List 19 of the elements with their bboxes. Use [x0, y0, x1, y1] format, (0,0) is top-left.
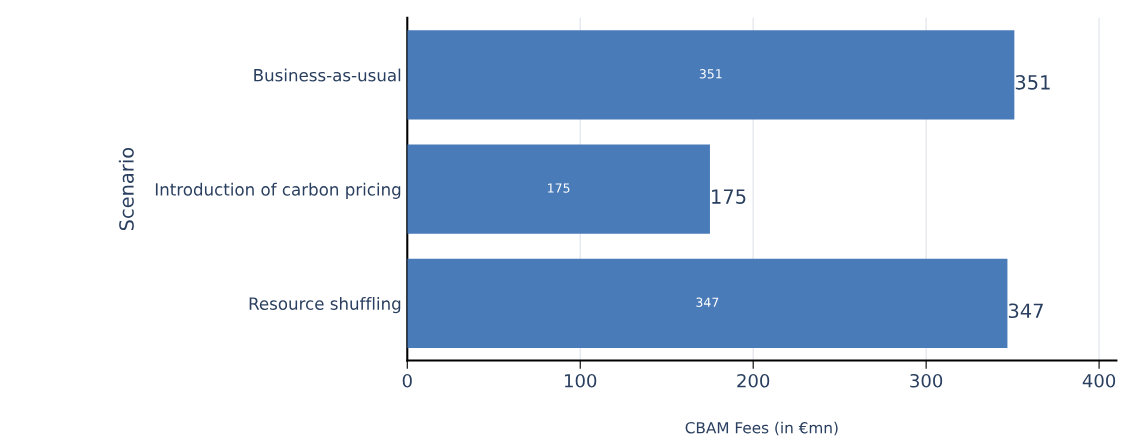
y-tick-label: Business-as-usual	[254, 68, 401, 82]
x-tick-label: 400	[1082, 373, 1116, 388]
bar	[407, 144, 710, 234]
x-tick-label: 200	[737, 373, 770, 388]
x-axis-title: CBAM Fees (in €mn)	[685, 421, 838, 436]
annotation: 347	[1008, 303, 1043, 319]
bar	[407, 258, 1008, 348]
x-tick-label: 300	[910, 373, 943, 388]
data-label: 351	[699, 69, 722, 79]
annotation: 351	[1015, 74, 1050, 90]
y-tick-label: Resource shuffling	[249, 297, 401, 314]
data-label: 175	[548, 183, 570, 193]
x-tick-label: 100	[564, 373, 597, 388]
y-tick-label: Introduction of carbon pricing	[155, 182, 401, 199]
annotation: 175	[712, 189, 746, 204]
y-axis-title: Scenario	[118, 147, 134, 231]
x-tick-label: 0	[402, 373, 412, 388]
data-label: 347	[696, 297, 719, 307]
bar	[407, 30, 1015, 120]
